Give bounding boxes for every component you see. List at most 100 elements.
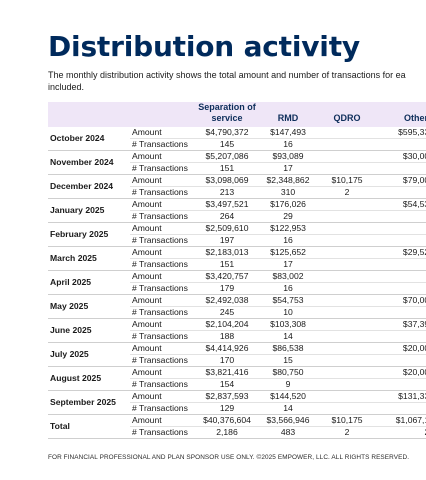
cell-transactions-other: 3 <box>376 330 426 343</box>
metric-label-transactions: # Transactions <box>130 258 196 271</box>
cell-amount-rmd: $125,652 <box>258 246 318 259</box>
cell-transactions-other: 4 <box>376 210 426 223</box>
cell-transactions-separation-of-service: 154 <box>196 378 258 391</box>
cell-transactions-separation-of-service: 151 <box>196 258 258 271</box>
cell-transactions-rmd: 10 <box>258 306 318 319</box>
cell-amount-other: $29,526 <box>376 246 426 259</box>
cell-amount-qdro: $10,175 <box>318 174 376 187</box>
table-row-amount: April 2025 Amount $3,420,757 $83,002 <box>48 270 426 295</box>
month-label: July 2025 <box>48 342 130 367</box>
footer-disclaimer: FOR FINANCIAL PROFESSIONAL AND PLAN SPON… <box>48 454 410 461</box>
cell-transactions-separation-of-service: 2,186 <box>196 426 258 439</box>
cell-transactions-qdro <box>318 282 376 295</box>
cell-amount-rmd: $83,002 <box>258 270 318 283</box>
metric-label-transactions: # Transactions <box>130 186 196 199</box>
cell-transactions-separation-of-service: 145 <box>196 138 258 151</box>
cell-amount-rmd: $93,089 <box>258 150 318 163</box>
cell-transactions-qdro <box>318 354 376 367</box>
cell-amount-separation-of-service: $3,098,069 <box>196 174 258 187</box>
table-row-amount: September 2025 Amount $2,837,593 $144,520 $1… <box>48 390 426 415</box>
cell-amount-rmd: $86,538 <box>258 342 318 355</box>
cell-transactions-other: 20 <box>376 426 426 439</box>
cell-amount-other: $131,337 <box>376 390 426 403</box>
distribution-table: Separation of service RMD QDRO Other Oct… <box>48 102 426 439</box>
cell-transactions-rmd: 15 <box>258 354 318 367</box>
month-label: February 2025 <box>48 222 130 247</box>
metric-label-amount: Amount <box>130 246 196 259</box>
cell-transactions-qdro <box>318 306 376 319</box>
cell-amount-qdro <box>318 366 376 379</box>
metric-label-transactions: # Transactions <box>130 234 196 247</box>
intro-line-1: The monthly distribution activity shows … <box>48 70 406 80</box>
cell-transactions-rmd: 17 <box>258 162 318 175</box>
cell-amount-qdro <box>318 318 376 331</box>
cell-amount-qdro <box>318 222 376 235</box>
cell-amount-separation-of-service: $2,837,593 <box>196 390 258 403</box>
cell-transactions-other: 1 <box>376 138 426 151</box>
cell-transactions-separation-of-service: 197 <box>196 234 258 247</box>
header-separation-of-service: Separation of service <box>196 102 258 127</box>
header-month <box>48 102 130 127</box>
header-other: Other <box>376 102 426 127</box>
cell-amount-separation-of-service: $4,414,926 <box>196 342 258 355</box>
cell-transactions-other: 1 <box>376 378 426 391</box>
metric-label-transactions: # Transactions <box>130 330 196 343</box>
cell-transactions-separation-of-service: 179 <box>196 282 258 295</box>
table-row-amount: Total Amount $40,376,604 $3,566,946 $10,175 $… <box>48 414 426 439</box>
cell-transactions-other: 3 <box>376 186 426 199</box>
cell-amount-other: $79,000 <box>376 174 426 187</box>
cell-amount-other: $1,067,12 <box>376 414 426 427</box>
metric-label-amount: Amount <box>130 127 196 139</box>
header-qdro: QDRO <box>318 102 376 127</box>
cell-amount-rmd: $176,026 <box>258 198 318 211</box>
cell-transactions-qdro <box>318 162 376 175</box>
cell-transactions-qdro <box>318 258 376 271</box>
metric-label-amount: Amount <box>130 174 196 187</box>
table-row-transactions: # Transactions21331023 <box>48 186 426 199</box>
metric-label-amount: Amount <box>130 366 196 379</box>
month-label: January 2025 <box>48 198 130 223</box>
cell-amount-other: $20,000 <box>376 366 426 379</box>
cell-amount-other: $37,394 <box>376 318 426 331</box>
cell-transactions-other: 1 <box>376 162 426 175</box>
table-body: October 2024 Amount $4,790,372 $147,493 $595… <box>48 127 426 439</box>
cell-amount-other <box>376 222 426 235</box>
month-label: October 2024 <box>48 127 130 151</box>
cell-amount-separation-of-service: $2,183,013 <box>196 246 258 259</box>
metric-label-amount: Amount <box>130 198 196 211</box>
cell-amount-separation-of-service: $3,497,521 <box>196 198 258 211</box>
cell-transactions-rmd: 310 <box>258 186 318 199</box>
cell-amount-separation-of-service: $2,509,610 <box>196 222 258 235</box>
cell-transactions-rmd: 14 <box>258 330 318 343</box>
metric-label-amount: Amount <box>130 270 196 283</box>
cell-transactions-separation-of-service: 213 <box>196 186 258 199</box>
cell-transactions-other: 2 <box>376 354 426 367</box>
cell-amount-other: $595,336 <box>376 127 426 139</box>
month-label: Total <box>48 414 130 439</box>
cell-amount-qdro <box>318 342 376 355</box>
cell-amount-other: $30,000 <box>376 150 426 163</box>
month-label: December 2024 <box>48 174 130 199</box>
cell-transactions-other: 1 <box>376 306 426 319</box>
month-label: August 2025 <box>48 366 130 391</box>
intro-line-2: included. <box>48 81 85 92</box>
cell-amount-separation-of-service: $3,420,757 <box>196 270 258 283</box>
cell-amount-rmd: $122,953 <box>258 222 318 235</box>
metric-label-amount: Amount <box>130 414 196 427</box>
page-title: Distribution activity <box>48 30 360 63</box>
metric-label-transactions: # Transactions <box>130 378 196 391</box>
cell-transactions-separation-of-service: 245 <box>196 306 258 319</box>
cell-transactions-rmd: 16 <box>258 138 318 151</box>
metric-label-amount: Amount <box>130 222 196 235</box>
cell-amount-separation-of-service: $2,104,204 <box>196 318 258 331</box>
month-label: November 2024 <box>48 150 130 175</box>
cell-transactions-qdro: 2 <box>318 186 376 199</box>
cell-transactions-separation-of-service: 170 <box>196 354 258 367</box>
